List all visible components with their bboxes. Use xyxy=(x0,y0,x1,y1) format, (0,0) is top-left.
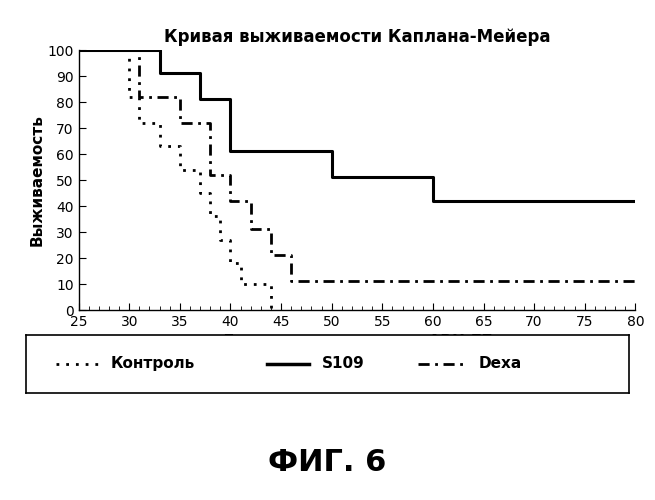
Text: Контроль: Контроль xyxy=(111,356,195,371)
Text: S109: S109 xyxy=(322,356,364,371)
X-axis label: Дни после инокуляции ARH-77: Дни после инокуляции ARH-77 xyxy=(222,334,492,349)
Text: Dexa: Dexa xyxy=(478,356,521,371)
Title: Кривая выживаемости Каплана-Мейера: Кривая выживаемости Каплана-Мейера xyxy=(164,28,550,46)
Text: ФИГ. 6: ФИГ. 6 xyxy=(269,448,386,477)
Y-axis label: Выживаемость: Выживаемость xyxy=(29,114,45,246)
